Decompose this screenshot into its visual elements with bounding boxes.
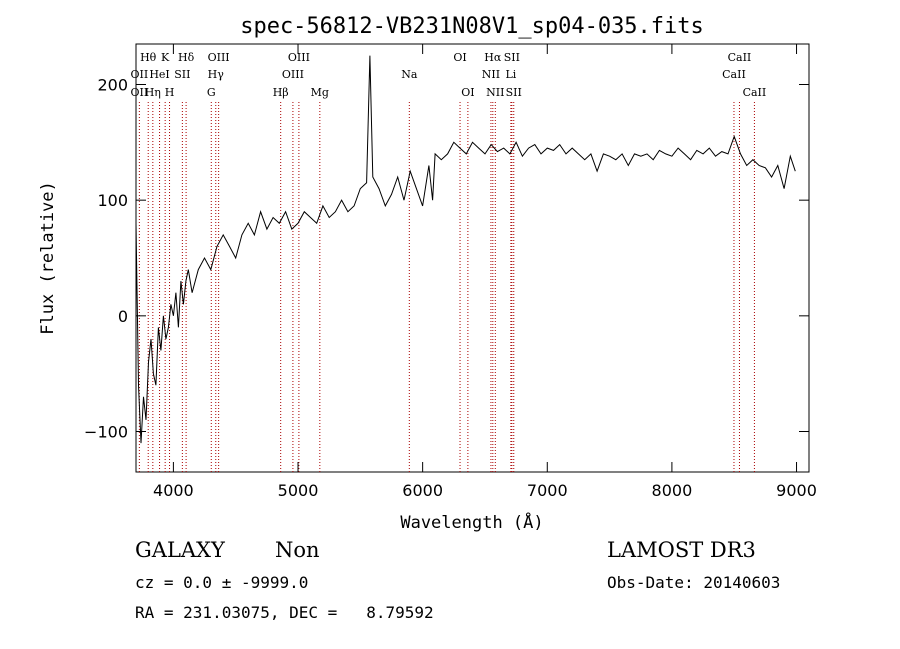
y-tick-label: 0 bbox=[118, 307, 128, 326]
x-tick-label: 7000 bbox=[527, 481, 568, 500]
x-tick-label: 9000 bbox=[776, 481, 817, 500]
spectral-line-label: OIII bbox=[208, 51, 230, 64]
spectral-line-label: SII bbox=[174, 68, 190, 81]
spectral-line-label: SII bbox=[504, 51, 520, 64]
redshift-cz: cz = 0.0 ± -9999.0 bbox=[135, 573, 309, 592]
plot-frame bbox=[135, 43, 810, 473]
spectral-line-label: Mg bbox=[311, 86, 329, 99]
x-tick-label: 5000 bbox=[278, 481, 319, 500]
spectral-line-label: Na bbox=[401, 68, 418, 81]
survey-name: LAMOST DR3 bbox=[607, 538, 756, 562]
spectral-line-label: CaII bbox=[728, 51, 752, 64]
spectral-line-label: H bbox=[165, 86, 175, 99]
spectral-line-label: NII bbox=[486, 86, 504, 99]
chart-title: spec-56812-VB231N08V1_sp04-035.fits bbox=[240, 14, 704, 39]
spectral-line-label: OI bbox=[453, 51, 466, 64]
x-axis-ticks: 4000 5000 6000 7000 8000 9000 bbox=[153, 44, 817, 500]
object-subclass: Non bbox=[275, 538, 320, 562]
spectral-line-markers bbox=[138, 102, 755, 472]
x-tick-label: 6000 bbox=[402, 481, 443, 500]
spectral-line-label: Hβ bbox=[273, 86, 289, 99]
x-tick-label: 4000 bbox=[153, 481, 194, 500]
ra-dec: RA = 231.03075, DEC = 8.79592 bbox=[135, 603, 434, 622]
spectrum-line bbox=[135, 55, 796, 444]
spectral-line-labels: OII OII Hθ Hη HeI K H Hδ SII OIII Hγ G OIII OIII Hβ Mg N… bbox=[131, 51, 767, 99]
spectral-line-label: OII bbox=[131, 86, 149, 99]
observation-date: Obs-Date: 20140603 bbox=[607, 573, 781, 592]
y-axis-label: Flux (relative) bbox=[38, 181, 58, 335]
object-class: GALAXY bbox=[135, 538, 225, 562]
y-tick-label: 100 bbox=[97, 191, 128, 210]
spectral-line-label: HeI bbox=[149, 68, 169, 81]
spectral-line-label: Li bbox=[505, 68, 516, 81]
spectral-line-label: Hθ bbox=[140, 51, 157, 64]
y-tick-label: 200 bbox=[97, 75, 128, 94]
spectral-line-label: CaII bbox=[722, 68, 746, 81]
spectral-line-label: CaII bbox=[743, 86, 767, 99]
spectral-line-label: OIII bbox=[282, 68, 304, 81]
spectral-line-label: Hγ bbox=[208, 68, 225, 81]
spectral-line-label: NII bbox=[482, 68, 500, 81]
spectral-line-label: OI bbox=[461, 86, 474, 99]
spectral-line-label: Hη bbox=[145, 86, 161, 99]
x-axis-label: Wavelength (Å) bbox=[400, 511, 543, 533]
spectral-line-label: Hδ bbox=[178, 51, 195, 64]
spectral-line-label: K bbox=[161, 51, 170, 64]
y-axis-ticks: −100 0 100 200 bbox=[84, 75, 809, 442]
spectral-line-label: SII bbox=[506, 86, 522, 99]
spectral-line-label: G bbox=[207, 86, 216, 99]
x-tick-label: 8000 bbox=[652, 481, 693, 500]
spectral-line-label: OIII bbox=[288, 51, 310, 64]
spectral-line-label: Hα bbox=[484, 51, 502, 64]
y-tick-label: −100 bbox=[84, 423, 128, 442]
spectral-line-label: OII bbox=[131, 68, 149, 81]
